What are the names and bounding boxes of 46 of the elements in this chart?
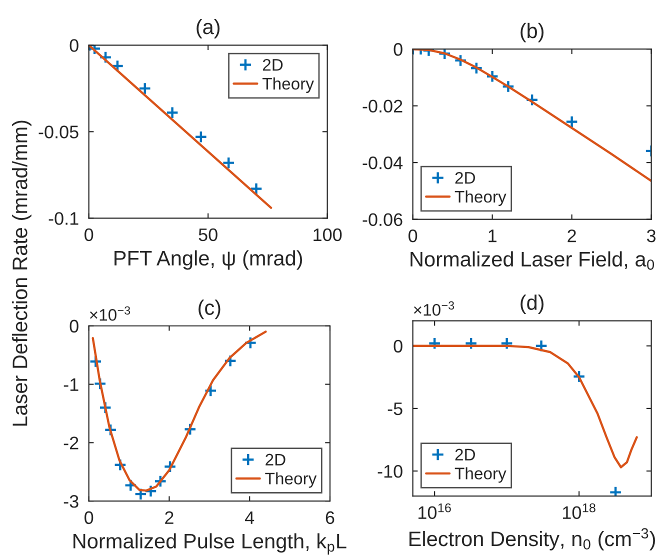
x-tick-label: 6	[326, 511, 334, 524]
legend-label: 2D	[455, 448, 475, 460]
chart-title: (b)	[520, 22, 544, 42]
y-tick-label: -1	[64, 378, 78, 391]
legend-label: 2D	[455, 172, 475, 184]
y-tick-label: -0.06	[362, 213, 402, 226]
legend-label: 2D	[266, 454, 286, 466]
chart-title: (a)	[196, 18, 220, 38]
y-tick-label: -0.02	[362, 100, 402, 113]
legend-label: Theory	[454, 467, 506, 483]
chart-title: (d)	[520, 294, 544, 314]
y-tick-label: -0.04	[362, 156, 403, 170]
x-tick-label: 10$^{18}$	[563, 503, 596, 520]
x-tick-label: 4	[245, 511, 254, 524]
legend-label: Theory	[265, 472, 317, 488]
legend-label: Theory	[454, 190, 506, 206]
x-axis-title: Normalized Laser Field, a$_{0}$	[410, 251, 654, 270]
text: ×10$^{−3}$	[90, 306, 130, 321]
x-axis-title: Normalized Pulse Length, k$_{p}$L	[74, 533, 346, 555]
x-tick-label: 2	[568, 229, 576, 242]
text: ×10$^{−3}$	[414, 301, 454, 316]
y-tick-label: 0	[70, 39, 78, 52]
x-tick-label: 100	[314, 228, 342, 242]
legend-label: 2D	[262, 58, 283, 71]
y-tick-label: 0	[394, 340, 402, 353]
y-tick-label: -2	[64, 436, 78, 450]
x-tick-label: 0	[84, 228, 94, 242]
y-axis-title: Laser Deflection Rate (mrad/mm)	[12, 120, 32, 426]
x-tick-label: 3	[646, 229, 656, 242]
legend-label: Theory	[262, 77, 314, 93]
y-tick-label: -3	[64, 495, 78, 508]
x-tick-label: 0	[84, 511, 94, 524]
x-tick-label: 1	[488, 230, 496, 242]
x-tick-label: 2	[165, 511, 174, 524]
x-tick-label: 0	[408, 229, 418, 242]
y-tick-label: -5	[388, 402, 402, 416]
x-tick-label: 10$^{16}$	[418, 503, 451, 520]
y-tick-label: 0	[70, 320, 78, 333]
y-tick-label: -0.05	[38, 126, 78, 138]
x-tick-label: 50	[198, 228, 218, 242]
y-tick-label: -0.1	[48, 212, 78, 225]
chart-title: (c)	[198, 300, 220, 320]
x-axis-title: PFT Angle, ψ (mrad)	[114, 250, 302, 270]
y-tick-label: 0	[394, 43, 402, 56]
x-axis-title: Electron Density, n$_{0}$ (cm$^{−3}$)	[410, 528, 655, 550]
y-tick-label: -10	[378, 464, 402, 478]
